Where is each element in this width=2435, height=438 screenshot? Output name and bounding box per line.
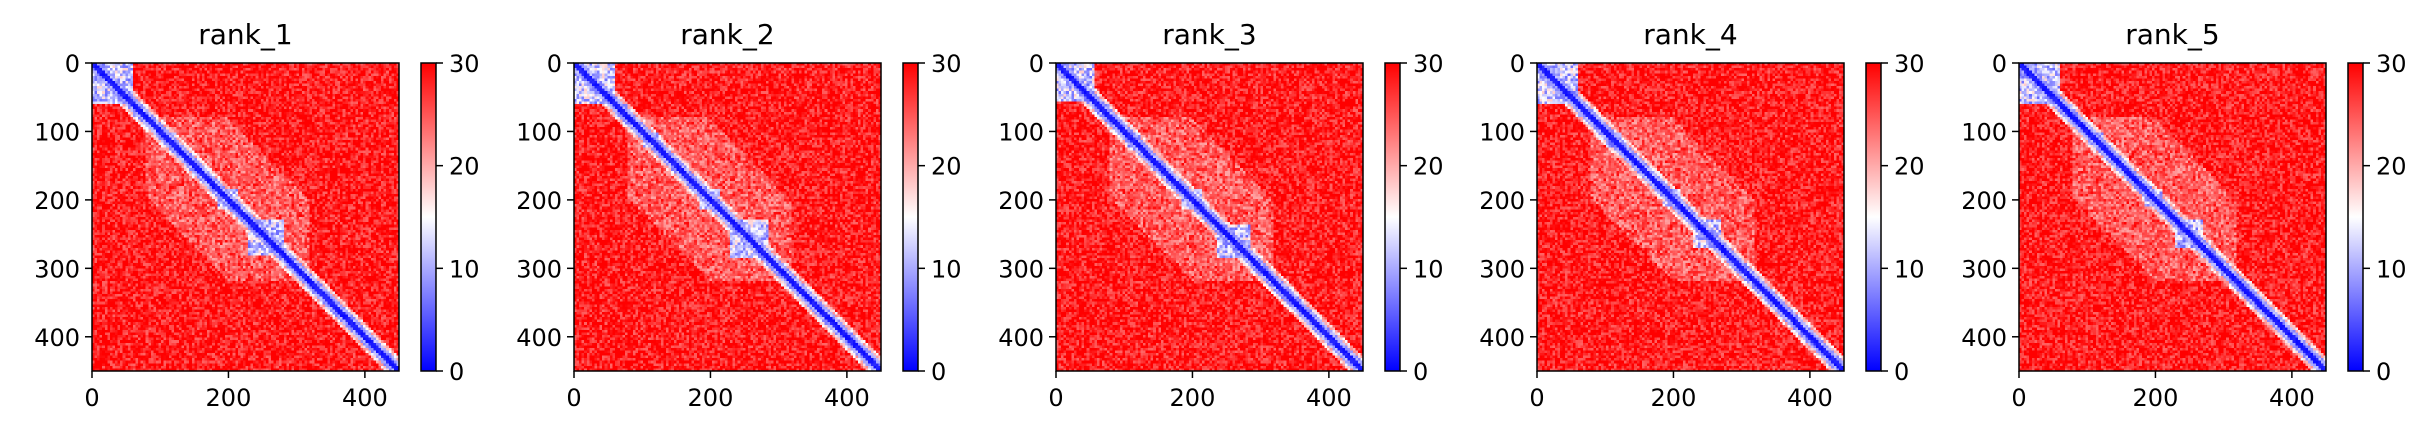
heatmap-panel-5: rank_5 0 100 200 300 400 0 200 400 0 10 20 30	[1961, 18, 2406, 412]
colorbar-tick-label: 10	[1413, 255, 1444, 283]
y-tick-label: 0	[1029, 50, 1044, 78]
heatmap-image	[1537, 63, 1844, 371]
panel-title: rank_5	[2125, 18, 2219, 51]
colorbar-tick-label: 10	[2376, 255, 2407, 283]
colorbar-tick-label: 30	[1413, 50, 1444, 78]
y-tick-label: 100	[1479, 118, 1525, 146]
colorbar	[902, 62, 919, 372]
colorbar-tick-label: 30	[2376, 50, 2407, 78]
heatmap-panel-1: rank_1 0 100 200 300 400 0 200 400 0 10 20 30	[34, 18, 479, 412]
y-tick-label: 100	[516, 118, 562, 146]
y-tick-label: 100	[34, 118, 80, 146]
plot-frame	[1536, 62, 1845, 372]
colorbar	[420, 62, 437, 372]
y-tick-label: 200	[998, 187, 1044, 215]
plot-frame	[2018, 62, 2327, 372]
y-tick-label: 0	[547, 50, 562, 78]
colorbar-tick-label: 10	[931, 255, 962, 283]
y-tick-label: 100	[998, 118, 1044, 146]
colorbar-tick-label: 20	[2376, 153, 2407, 181]
colorbar	[1865, 62, 1882, 372]
colorbar-tick-label: 20	[1413, 153, 1444, 181]
plot-frame	[1055, 62, 1364, 372]
y-tick-label: 300	[34, 255, 80, 283]
x-tick-label: 200	[1651, 384, 1697, 412]
y-tick-label: 400	[1961, 324, 2007, 352]
panel-title: rank_4	[1643, 18, 1737, 51]
y-tick-label: 0	[65, 50, 80, 78]
y-tick-label: 300	[516, 255, 562, 283]
colorbar-tick-label: 0	[2376, 358, 2391, 386]
panel-title: rank_1	[198, 18, 292, 51]
plot-frame	[91, 62, 400, 372]
colorbar-tick-label: 30	[931, 50, 962, 78]
colorbar-tick-label: 0	[449, 358, 464, 386]
y-tick-label: 0	[1992, 50, 2007, 78]
x-tick-label: 0	[1048, 384, 1063, 412]
y-tick-label: 400	[34, 324, 80, 352]
y-tick-label: 400	[516, 324, 562, 352]
x-tick-label: 200	[688, 384, 734, 412]
x-tick-label: 200	[206, 384, 252, 412]
y-tick-label: 400	[1479, 324, 1525, 352]
y-tick-label: 100	[1961, 118, 2007, 146]
x-tick-label: 0	[1529, 384, 1544, 412]
colorbar-tick-label: 30	[449, 50, 480, 78]
heatmap-image	[2019, 63, 2326, 371]
colorbar-tick-label: 30	[1894, 50, 1925, 78]
heatmap-panel-3: rank_3 0 100 200 300 400 0 200 400 0 10 20 30	[998, 18, 1443, 412]
x-tick-label: 400	[342, 384, 388, 412]
colorbar-tick-label: 10	[449, 255, 480, 283]
y-tick-label: 200	[34, 187, 80, 215]
x-tick-label: 200	[2133, 384, 2179, 412]
panel-title: rank_3	[1162, 18, 1256, 51]
colorbar	[2347, 62, 2364, 372]
x-tick-label: 400	[1306, 384, 1352, 412]
heatmap-panel-4: rank_4 0 100 200 300 400 0 200 400 0 10 20 30	[1479, 18, 1924, 412]
heatmap-panel-2: rank_2 0 100 200 300 400 0 200 400 0 10 20 30	[516, 18, 961, 412]
y-tick-label: 300	[998, 255, 1044, 283]
x-tick-label: 400	[824, 384, 870, 412]
y-tick-label: 300	[1961, 255, 2007, 283]
y-tick-label: 200	[1961, 187, 2007, 215]
x-tick-label: 400	[2269, 384, 2315, 412]
colorbar-tick-label: 20	[1894, 153, 1925, 181]
x-tick-label: 0	[84, 384, 99, 412]
y-tick-label: 300	[1479, 255, 1525, 283]
plot-frame	[573, 62, 882, 372]
heatmap-image	[1056, 63, 1363, 371]
panel-title: rank_2	[680, 18, 774, 51]
colorbar-tick-label: 20	[931, 153, 962, 181]
x-tick-label: 200	[1170, 384, 1216, 412]
y-tick-label: 200	[1479, 187, 1525, 215]
y-tick-label: 0	[1510, 50, 1525, 78]
x-tick-label: 400	[1787, 384, 1833, 412]
heatmap-image	[574, 63, 881, 371]
colorbar-tick-label: 0	[1413, 358, 1428, 386]
colorbar-tick-label: 0	[1894, 358, 1909, 386]
colorbar	[1384, 62, 1401, 372]
y-tick-label: 400	[998, 324, 1044, 352]
heatmap-image	[92, 63, 399, 371]
x-tick-label: 0	[2011, 384, 2026, 412]
y-tick-label: 200	[516, 187, 562, 215]
colorbar-tick-label: 20	[449, 153, 480, 181]
x-tick-label: 0	[566, 384, 581, 412]
colorbar-tick-label: 0	[931, 358, 946, 386]
colorbar-tick-label: 10	[1894, 255, 1925, 283]
